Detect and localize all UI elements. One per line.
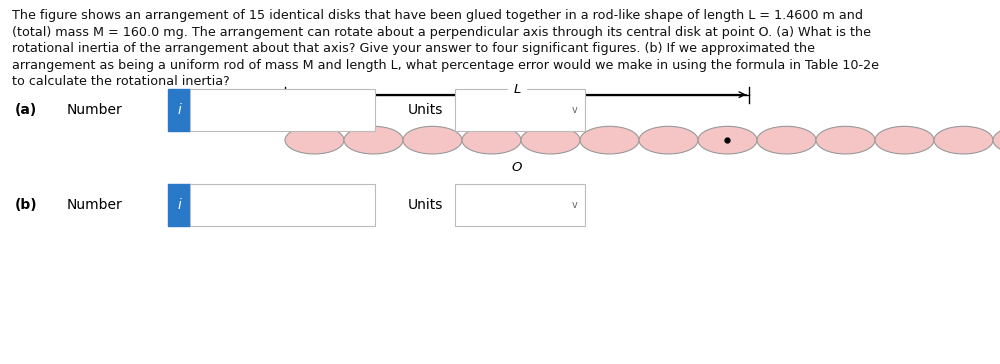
Text: v: v <box>571 105 577 115</box>
Ellipse shape <box>875 126 934 154</box>
Ellipse shape <box>993 126 1000 154</box>
Text: O: O <box>512 161 522 174</box>
Ellipse shape <box>757 126 816 154</box>
Ellipse shape <box>462 126 521 154</box>
Text: (b): (b) <box>15 198 38 212</box>
Ellipse shape <box>285 126 344 154</box>
Text: L: L <box>513 83 521 96</box>
Text: i: i <box>177 103 181 117</box>
Ellipse shape <box>816 126 875 154</box>
FancyBboxPatch shape <box>168 184 190 226</box>
Ellipse shape <box>521 126 580 154</box>
Text: Number: Number <box>67 198 123 212</box>
Ellipse shape <box>934 126 993 154</box>
FancyBboxPatch shape <box>455 89 585 131</box>
FancyBboxPatch shape <box>190 89 375 131</box>
Ellipse shape <box>403 126 462 154</box>
FancyBboxPatch shape <box>455 184 585 226</box>
Text: Units: Units <box>408 103 443 117</box>
FancyBboxPatch shape <box>168 89 190 131</box>
Ellipse shape <box>344 126 403 154</box>
Text: Number: Number <box>67 103 123 117</box>
Text: i: i <box>177 198 181 212</box>
Text: The figure shows an arrangement of 15 identical disks that have been glued toget: The figure shows an arrangement of 15 id… <box>12 9 879 88</box>
Ellipse shape <box>639 126 698 154</box>
Ellipse shape <box>698 126 757 154</box>
Text: (a): (a) <box>15 103 37 117</box>
FancyBboxPatch shape <box>190 184 375 226</box>
Text: v: v <box>571 200 577 210</box>
Text: Units: Units <box>408 198 443 212</box>
Ellipse shape <box>580 126 639 154</box>
